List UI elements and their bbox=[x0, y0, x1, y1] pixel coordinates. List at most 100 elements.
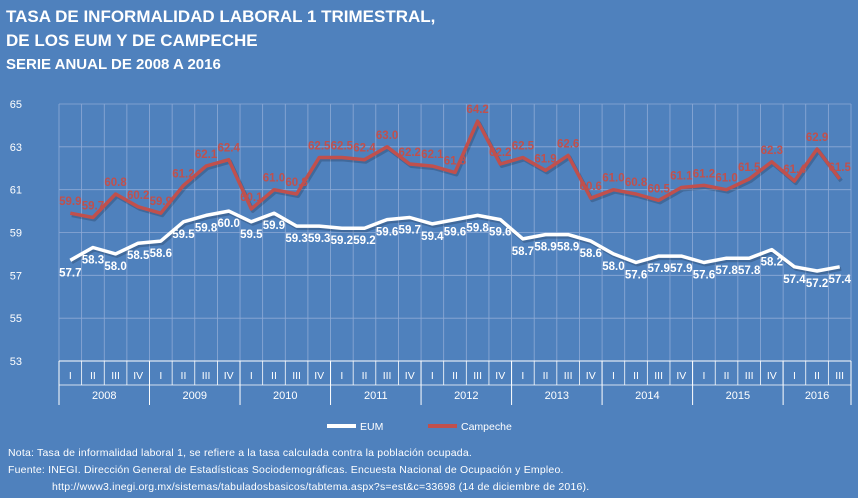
series-line-eum bbox=[69, 209, 841, 273]
data-label-eum: 60.0 bbox=[218, 218, 240, 230]
data-label-campeche: 62.1 bbox=[195, 149, 218, 161]
data-label-campeche: 61.4 bbox=[783, 164, 806, 176]
quarter-tick-label: I bbox=[250, 370, 253, 382]
quarter-tick-label: I bbox=[431, 370, 434, 382]
data-label-campeche: 62.4 bbox=[353, 143, 376, 155]
quarter-tick-label: IV bbox=[495, 370, 505, 382]
data-label-eum: 59.2 bbox=[331, 235, 353, 247]
data-label-campeche: 61.0 bbox=[263, 173, 285, 185]
y-tick-label: 61 bbox=[10, 185, 22, 197]
data-label-eum: 59.6 bbox=[489, 227, 511, 239]
quarter-tick-label: IV bbox=[586, 370, 596, 382]
quarter-tick-label: II bbox=[90, 370, 96, 382]
source-text: Fuente: INEGI. Dirección General de Esta… bbox=[8, 464, 564, 476]
data-label-campeche: 60.5 bbox=[647, 183, 670, 195]
data-label-campeche: 62.2 bbox=[399, 147, 421, 159]
y-tick-label: 57 bbox=[10, 270, 22, 282]
quarter-tick-label: II bbox=[633, 370, 639, 382]
year-label: 2011 bbox=[364, 390, 388, 402]
quarter-tick-label: I bbox=[793, 370, 796, 382]
year-label: 2015 bbox=[726, 390, 750, 402]
data-label-eum: 57.6 bbox=[625, 269, 647, 281]
quarter-tick-label: III bbox=[383, 370, 392, 382]
series-shadow bbox=[70, 211, 842, 275]
footnotes: Nota: Tasa de informalidad laboral 1, se… bbox=[8, 445, 589, 496]
legend: EUM Campeche bbox=[327, 421, 512, 433]
data-label-campeche: 62.5 bbox=[512, 141, 535, 153]
data-label-eum: 58.7 bbox=[512, 246, 534, 258]
data-label-campeche: 61.0 bbox=[602, 173, 624, 185]
data-label-campeche: 60.6 bbox=[580, 181, 602, 193]
data-label-eum: 59.5 bbox=[240, 229, 263, 241]
quarter-tick-label: IV bbox=[767, 370, 777, 382]
data-label-eum: 58.0 bbox=[104, 261, 126, 273]
y-tick-label: 63 bbox=[10, 142, 22, 154]
data-label-eum: 57.9 bbox=[647, 263, 669, 275]
quarter-tick-label: I bbox=[340, 370, 343, 382]
data-label-campeche: 62.5 bbox=[331, 141, 354, 153]
year-label: 2016 bbox=[805, 390, 829, 402]
quarter-tick-label: III bbox=[835, 370, 844, 382]
data-label-eum: 59.6 bbox=[444, 227, 466, 239]
quarter-tick-label: I bbox=[159, 370, 162, 382]
data-label-eum: 57.2 bbox=[806, 278, 828, 290]
data-label-eum: 57.8 bbox=[715, 265, 738, 277]
chart-title: TASA DE INFORMALIDAD LABORAL 1 TRIMESTRA… bbox=[6, 5, 435, 77]
quarter-tick-label: III bbox=[745, 370, 754, 382]
data-label-eum: 59.8 bbox=[466, 222, 489, 234]
quarter-tick-label: III bbox=[564, 370, 573, 382]
data-label-eum: 58.5 bbox=[127, 250, 150, 262]
data-label-eum: 58.9 bbox=[534, 242, 556, 254]
data-label-eum: 57.6 bbox=[693, 269, 715, 281]
data-label-campeche: 62.1 bbox=[421, 149, 444, 161]
data-label-campeche: 60.8 bbox=[285, 177, 308, 189]
data-label-eum: 57.7 bbox=[59, 267, 81, 279]
quarter-tick-label: IV bbox=[676, 370, 686, 382]
data-label-eum: 59.5 bbox=[172, 229, 195, 241]
quarter-tick-label: II bbox=[543, 370, 549, 382]
data-label-eum: 59.3 bbox=[285, 233, 307, 245]
year-label: 2012 bbox=[454, 390, 478, 402]
quarter-tick-label: II bbox=[814, 370, 820, 382]
quarter-tick-label: I bbox=[521, 370, 524, 382]
quarter-tick-label: I bbox=[69, 370, 72, 382]
year-label: 2014 bbox=[635, 390, 659, 402]
data-label-eum: 59.8 bbox=[195, 222, 218, 234]
year-label: 2013 bbox=[545, 390, 569, 402]
data-labels: 57.758.358.058.5 58.659.559.8 60.059.559.9… bbox=[59, 104, 851, 290]
data-label-campeche: 61.5 bbox=[738, 162, 761, 174]
series-lines bbox=[69, 119, 843, 275]
data-label-campeche: 61.9 bbox=[534, 153, 556, 165]
data-label-eum: 58.0 bbox=[602, 261, 624, 273]
legend-label-eum: EUM bbox=[360, 421, 383, 433]
data-label-campeche: 62.6 bbox=[557, 138, 579, 150]
data-label-eum: 57.4 bbox=[783, 274, 806, 286]
note-text: Nota: Tasa de informalidad laboral 1, se… bbox=[8, 447, 472, 459]
quarter-tick-label: I bbox=[612, 370, 615, 382]
data-label-campeche: 59.7 bbox=[82, 201, 104, 213]
data-label-campeche: 61.8 bbox=[444, 156, 467, 168]
quarter-tick-label: III bbox=[202, 370, 211, 382]
quarter-tick-label: IV bbox=[405, 370, 415, 382]
data-label-campeche: 60.8 bbox=[625, 177, 648, 189]
data-label-eum: 58.9 bbox=[557, 242, 579, 254]
data-label-eum: 57.9 bbox=[670, 263, 692, 275]
data-label-eum: 59.4 bbox=[421, 231, 444, 243]
title-line-2: DE LOS EUM Y DE CAMPECHE bbox=[6, 31, 258, 50]
data-label-campeche: 59.9 bbox=[59, 196, 81, 208]
quarter-tick-label: IV bbox=[133, 370, 143, 382]
data-label-eum: 57.4 bbox=[828, 274, 851, 286]
y-tick-label: 65 bbox=[10, 99, 22, 111]
data-label-eum: 58.2 bbox=[761, 257, 783, 269]
data-label-campeche: 61.2 bbox=[693, 168, 715, 180]
y-tick-label: 59 bbox=[10, 228, 22, 240]
quarter-tick-label: III bbox=[292, 370, 301, 382]
y-axis: 53 55 57 59 61 63 65 bbox=[10, 99, 22, 368]
y-tick-label: 55 bbox=[10, 313, 22, 325]
year-label: 2008 bbox=[92, 390, 116, 402]
data-label-campeche: 62.3 bbox=[761, 145, 783, 157]
quarter-tick-label: II bbox=[452, 370, 458, 382]
data-label-campeche: 60.1 bbox=[240, 192, 263, 204]
quarter-tick-label: III bbox=[473, 370, 482, 382]
